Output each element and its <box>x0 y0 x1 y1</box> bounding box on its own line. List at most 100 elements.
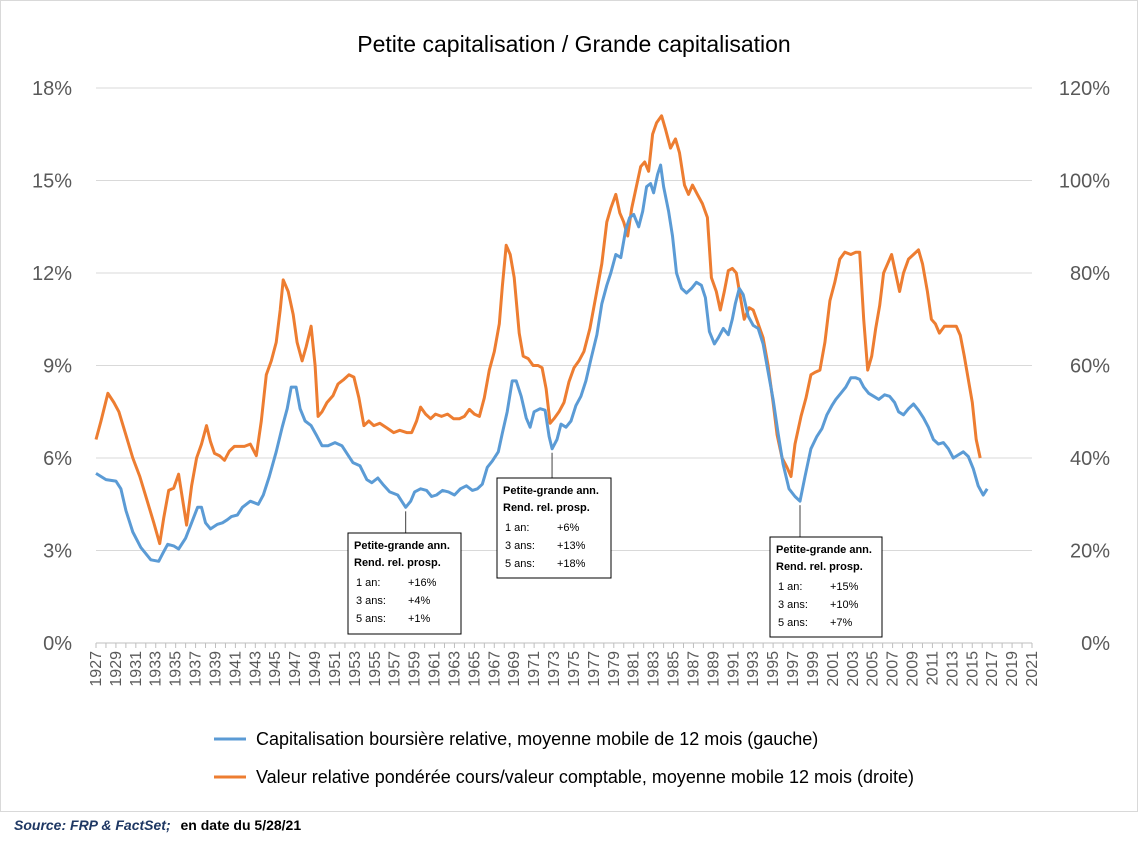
chart-frame <box>0 0 1138 812</box>
x-tick-label: 1977 <box>586 651 603 687</box>
x-tick-label: 2019 <box>1004 651 1021 687</box>
series-layer <box>94 114 989 563</box>
x-tick-label: 1935 <box>168 651 185 687</box>
x-tick-label: 1945 <box>267 651 284 687</box>
annotation-box: Petite-grande ann. Rend. rel. prosp. 1 an:… <box>496 452 612 579</box>
x-tick-label: 1979 <box>606 651 623 687</box>
x-tick-label: 1995 <box>765 651 782 687</box>
annotation-row-value: +7% <box>830 617 853 629</box>
x-tick-label: 2017 <box>984 651 1001 687</box>
annotation-row-label: 5 ans: <box>356 613 386 625</box>
x-tick-label: 1947 <box>287 651 304 687</box>
y-right-tick-label: 0% <box>1081 633 1110 655</box>
x-tick-label: 1989 <box>705 651 722 687</box>
x-tick-label: 1937 <box>188 651 205 687</box>
x-tick-label: 1993 <box>745 651 762 687</box>
x-tick-label: 1987 <box>685 651 702 687</box>
x-tick-label: 1969 <box>506 651 523 687</box>
x-tick-label: 1955 <box>367 651 384 687</box>
annotation-row-label: 1 an: <box>778 581 802 593</box>
x-tick-label: 1941 <box>227 651 244 687</box>
x-tick-label: 1975 <box>566 651 583 687</box>
annotation-row-label: 5 ans: <box>778 617 808 629</box>
y-left-tick-label: 9% <box>43 356 72 378</box>
annotation-frame <box>496 477 612 579</box>
x-tick-label: 2003 <box>845 651 862 687</box>
legend-label: Valeur relative pondérée cours/valeur co… <box>256 767 914 787</box>
annotation-box: Petite-grande ann. Rend. rel. prosp. 1 an:… <box>347 511 462 635</box>
annotation-frame <box>769 536 883 638</box>
y-right-tick-label: 100% <box>1059 171 1110 193</box>
x-tick-label: 1961 <box>427 651 444 687</box>
x-tick-label: 1971 <box>526 651 543 687</box>
annotation-box: Petite-grande ann. Rend. rel. prosp. 1 an:… <box>769 505 883 638</box>
annotation-title: Petite-grande ann. <box>503 485 599 497</box>
annotation-row-value: +10% <box>830 599 859 611</box>
x-tick-label: 1957 <box>387 651 404 687</box>
annotation-row-label: 3 ans: <box>356 595 386 607</box>
x-tick-label: 1963 <box>446 651 463 687</box>
x-tick-label: 1933 <box>148 651 165 687</box>
annotation-title: Petite-grande ann. <box>776 544 872 556</box>
chart-svg: Petite capitalisation / Grande capitalis… <box>32 31 1110 787</box>
x-tick-label: 1939 <box>207 651 224 687</box>
annotation-row-value: +4% <box>408 595 431 607</box>
x-tick-label: 1999 <box>805 651 822 687</box>
legend: Capitalisation boursière relative, moyen… <box>214 729 914 787</box>
x-tick-label: 2007 <box>885 651 902 687</box>
y-axis-left: 0% 3% 6% 9% 12% 15% 18% <box>32 78 72 655</box>
x-tick-label: 2015 <box>964 651 981 687</box>
y-right-tick-label: 120% <box>1059 78 1110 100</box>
y-left-tick-label: 6% <box>43 448 72 470</box>
annotation-row-label: 3 ans: <box>505 540 535 552</box>
x-tick-label: 2005 <box>865 651 882 687</box>
source-note: Source: FRP & FactSet; en date du 5/28/2… <box>14 817 301 833</box>
annotation-frame <box>347 532 462 635</box>
annotation-subtitle: Rend. rel. prosp. <box>354 557 441 569</box>
chart-title: Petite capitalisation / Grande capitalis… <box>357 31 790 57</box>
x-tick-label: 1927 <box>88 651 105 687</box>
legend-label: Capitalisation boursière relative, moyen… <box>256 729 818 749</box>
x-tick-label: 2009 <box>905 651 922 687</box>
annotation-subtitle: Rend. rel. prosp. <box>503 502 590 514</box>
y-left-tick-label: 12% <box>32 263 72 285</box>
annotation-subtitle: Rend. rel. prosp. <box>776 561 863 573</box>
y-axis-right: 0% 20% 40% 60% 80% 100% 120% <box>1059 78 1110 655</box>
annotation-row-value: +16% <box>408 577 437 589</box>
y-right-tick-label: 60% <box>1070 356 1110 378</box>
x-tick-label: 1981 <box>626 651 643 687</box>
annotation-row-value: +6% <box>557 522 580 534</box>
annotations: Petite-grande ann. Rend. rel. prosp. 1 an:… <box>347 452 883 638</box>
y-left-tick-label: 15% <box>32 171 72 193</box>
series-line-right <box>94 114 982 546</box>
x-tick-label: 1949 <box>307 651 324 687</box>
y-left-tick-label: 3% <box>43 541 72 563</box>
x-tick-label: 1991 <box>725 651 742 687</box>
x-tick-label: 1931 <box>128 651 145 687</box>
annotation-row-label: 5 ans: <box>505 558 535 570</box>
x-tick-label: 1953 <box>347 651 364 687</box>
x-tick-label: 1967 <box>486 651 503 687</box>
x-tick-label: 2011 <box>924 651 941 686</box>
x-tick-label: 1943 <box>247 651 264 687</box>
x-tick-label: 1959 <box>407 651 424 687</box>
y-right-tick-label: 80% <box>1070 263 1110 285</box>
annotation-row-value: +18% <box>557 558 586 570</box>
source-date: en date du 5/28/21 <box>180 817 302 833</box>
x-tick-label: 1965 <box>466 651 483 687</box>
x-tick-label: 1973 <box>546 651 563 687</box>
x-tick-label: 1997 <box>785 651 802 687</box>
x-tick-label: 2021 <box>1024 651 1041 687</box>
annotation-row-label: 3 ans: <box>778 599 808 611</box>
y-right-tick-label: 40% <box>1070 448 1110 470</box>
annotation-row-value: +15% <box>830 581 859 593</box>
annotation-title: Petite-grande ann. <box>354 540 450 552</box>
y-left-tick-label: 18% <box>32 78 72 100</box>
series-line-left <box>95 163 989 563</box>
y-left-tick-label: 0% <box>43 633 72 655</box>
x-tick-label: 1985 <box>666 651 683 687</box>
x-tick-label: 1929 <box>108 651 125 687</box>
y-right-tick-label: 20% <box>1070 541 1110 563</box>
x-tick-label: 1951 <box>327 651 344 687</box>
annotation-row-label: 1 an: <box>356 577 380 589</box>
